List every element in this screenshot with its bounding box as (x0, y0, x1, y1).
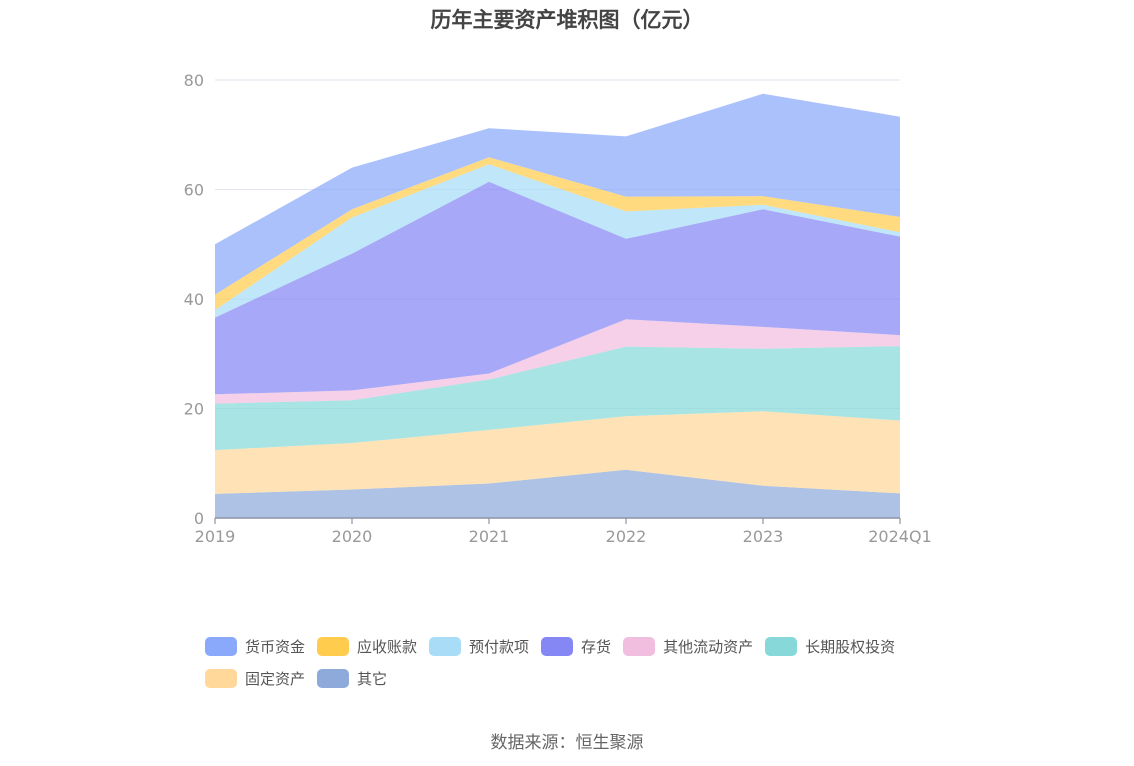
legend-swatch (317, 636, 350, 656)
legend-label: 其他流动资产 (663, 637, 754, 656)
legend-swatch (205, 668, 237, 688)
y-tick-label: 20 (184, 400, 204, 419)
y-tick-label: 60 (184, 181, 204, 200)
x-tick-label: 2021 (469, 527, 510, 546)
legend-item[interactable]: 货币资金 (205, 633, 305, 659)
area-series-0 (215, 469, 900, 518)
legend-label: 存货 (581, 637, 612, 656)
legend-item[interactable]: 预付款项 (429, 633, 529, 659)
legend-label: 应收账款 (357, 637, 418, 656)
legend-swatch (429, 636, 462, 656)
y-tick-label: 80 (184, 71, 204, 90)
legend-swatch (205, 636, 237, 656)
area-series-2 (215, 346, 900, 451)
data-source: 数据来源：恒生聚源 (490, 733, 644, 753)
area-series-3 (215, 319, 900, 404)
legend-label: 预付款项 (469, 637, 530, 656)
legend-swatch (541, 636, 574, 656)
chart-title: 历年主要资产堆积图（亿元） (430, 8, 704, 32)
x-tick-label: 2020 (332, 527, 373, 546)
x-tick-label: 2023 (743, 527, 784, 546)
legend-item[interactable]: 存货 (541, 633, 611, 659)
stacked-area-chart: 0 20 40 60 80 2019 2020 2021 2022 2023 2024Q1 (184, 71, 932, 546)
area-series-4 (215, 181, 900, 395)
legend-label: 货币资金 (245, 637, 306, 656)
legend-swatch (623, 636, 656, 656)
legend-swatch (765, 636, 798, 656)
x-tick-label: 2019 (195, 527, 236, 546)
legend-item[interactable]: 其它 (317, 665, 387, 691)
x-tick-label: 2022 (606, 527, 647, 546)
x-tick-label: 2024Q1 (868, 527, 932, 546)
area-series-6 (215, 157, 900, 310)
legend-item[interactable]: 长期股权投资 (765, 633, 895, 659)
legend-label: 长期股权投资 (805, 637, 896, 656)
legend-label: 其它 (357, 669, 388, 688)
legend-item[interactable]: 应收账款 (317, 633, 417, 659)
legend-label: 固定资产 (245, 669, 306, 688)
legend-swatch (317, 668, 350, 688)
area-series-5 (215, 164, 900, 318)
y-tick-label: 0 (194, 509, 204, 528)
chart-legend: 货币资金 应收账款 预付款项 存货 其他流动资产 长期股权投资固定资产 其它 (205, 630, 965, 694)
legend-item[interactable]: 固定资产 (205, 665, 305, 691)
legend-item[interactable]: 其他流动资产 (623, 633, 753, 659)
area-series-7 (215, 93, 900, 295)
y-tick-label: 40 (184, 290, 204, 309)
area-series-1 (215, 411, 900, 494)
